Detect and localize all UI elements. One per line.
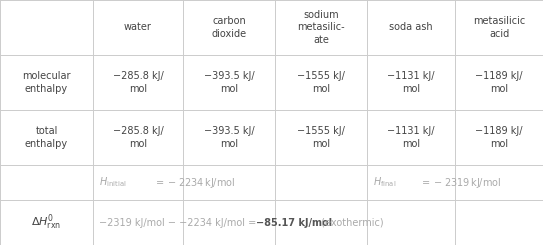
Text: −85.17 kJ/mol: −85.17 kJ/mol — [256, 218, 332, 228]
Text: $\Delta H^{0}_{\rm rxn}$: $\Delta H^{0}_{\rm rxn}$ — [31, 213, 61, 232]
Text: $\mathit{H}_{\rm initial}$: $\mathit{H}_{\rm initial}$ — [99, 176, 127, 189]
Text: sodium
metasilic-
ate: sodium metasilic- ate — [297, 10, 345, 45]
Text: −2319 kJ/mol − −2234 kJ/mol =: −2319 kJ/mol − −2234 kJ/mol = — [99, 218, 260, 228]
Text: soda ash: soda ash — [389, 23, 433, 33]
Text: −393.5 kJ/
mol: −393.5 kJ/ mol — [204, 71, 254, 94]
Text: −1189 kJ/
mol: −1189 kJ/ mol — [475, 126, 523, 149]
Text: $\mathit{H}_{\rm final}$: $\mathit{H}_{\rm final}$ — [373, 176, 396, 189]
Text: −1555 kJ/
mol: −1555 kJ/ mol — [297, 71, 345, 94]
Text: −1131 kJ/
mol: −1131 kJ/ mol — [387, 126, 435, 149]
Text: carbon
dioxide: carbon dioxide — [211, 16, 247, 39]
Text: molecular
enthalpy: molecular enthalpy — [22, 71, 71, 94]
Text: metasilicic
acid: metasilicic acid — [473, 16, 525, 39]
Text: −1555 kJ/
mol: −1555 kJ/ mol — [297, 126, 345, 149]
Text: total
enthalpy: total enthalpy — [25, 126, 68, 149]
Text: $= -2319\,{\rm kJ/mol}$: $= -2319\,{\rm kJ/mol}$ — [417, 175, 502, 189]
Text: −1131 kJ/
mol: −1131 kJ/ mol — [387, 71, 435, 94]
Text: −285.8 kJ/
mol: −285.8 kJ/ mol — [112, 126, 163, 149]
Text: −1189 kJ/
mol: −1189 kJ/ mol — [475, 71, 523, 94]
Text: water: water — [124, 23, 152, 33]
Text: −285.8 kJ/
mol: −285.8 kJ/ mol — [112, 71, 163, 94]
Text: (exothermic): (exothermic) — [318, 218, 383, 228]
Text: $= -2234\,{\rm kJ/mol}$: $= -2234\,{\rm kJ/mol}$ — [151, 175, 236, 189]
Text: −393.5 kJ/
mol: −393.5 kJ/ mol — [204, 126, 254, 149]
